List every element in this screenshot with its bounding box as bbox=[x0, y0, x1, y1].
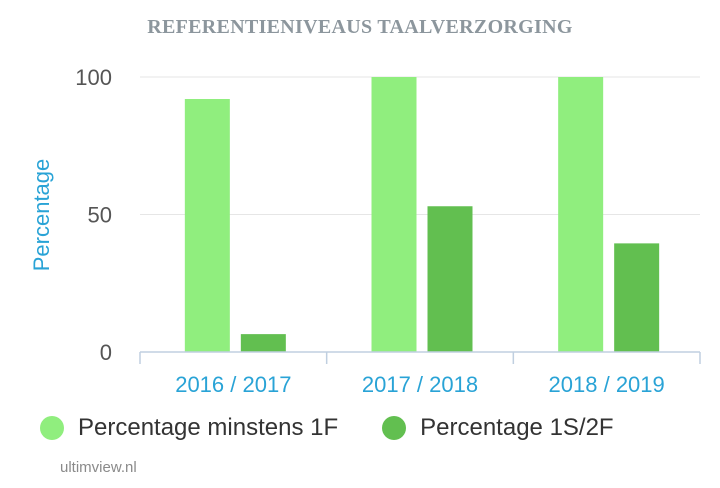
bar-series-1-cat-2[interactable] bbox=[371, 77, 417, 352]
y-axis-label: Percentage bbox=[29, 158, 54, 272]
bar-series-1-cat-3[interactable] bbox=[558, 77, 604, 352]
x-tick-label-3: 2018 / 2019 bbox=[549, 372, 665, 397]
legend-item-1s2f[interactable]: Percentage 1S/2F bbox=[382, 414, 614, 442]
legend-swatch-1f bbox=[40, 416, 64, 440]
credit-text: ultimview.nl bbox=[60, 459, 137, 476]
x-tick-label-1: 2016 / 2017 bbox=[175, 372, 291, 397]
bar-series-2-cat-1[interactable] bbox=[240, 334, 286, 352]
bar-series-2-cat-2[interactable] bbox=[427, 206, 473, 352]
bar-series-1-cat-1[interactable] bbox=[184, 99, 230, 352]
bar-series-2-cat-3[interactable] bbox=[614, 243, 660, 352]
y-tick-label-0: 0 bbox=[100, 340, 112, 365]
y-tick-label-100: 100 bbox=[75, 65, 112, 90]
legend-item-1f[interactable]: Percentage minstens 1F bbox=[40, 414, 338, 442]
y-tick-label-50: 50 bbox=[88, 203, 112, 228]
legend-label-1f: Percentage minstens 1F bbox=[78, 414, 339, 441]
legend: Percentage minstens 1F Percentage 1S/2F bbox=[40, 414, 658, 442]
chart-title: REFERENTIENIVEAUS TAALVERZORGING bbox=[147, 16, 573, 38]
x-tick-label-2: 2017 / 2018 bbox=[362, 372, 478, 397]
legend-label-1s2f: Percentage 1S/2F bbox=[420, 414, 614, 441]
legend-swatch-1s2f bbox=[382, 416, 407, 440]
